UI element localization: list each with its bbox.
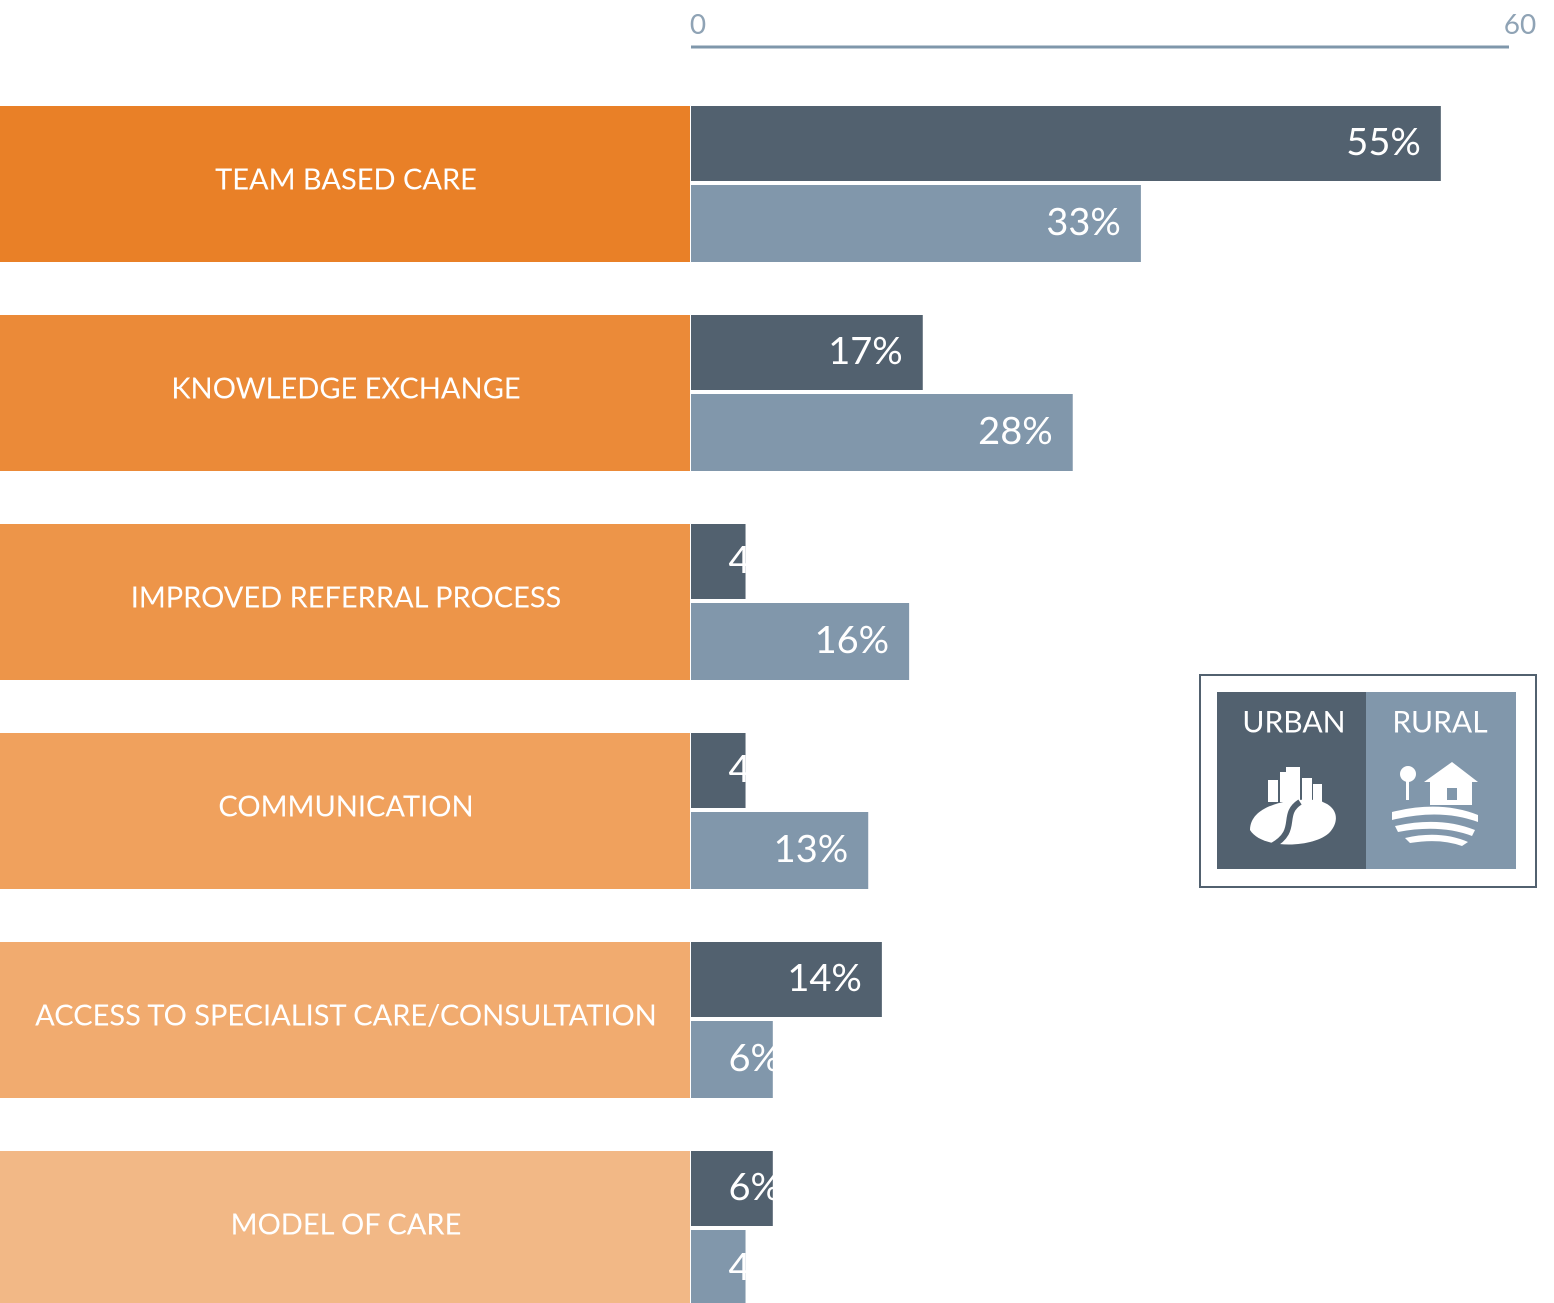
bar	[691, 812, 869, 889]
value-label: 17%	[828, 327, 903, 373]
legend: URBAN RURAL	[1199, 674, 1537, 888]
legend-label: URBAN	[1242, 704, 1345, 740]
value-label: 13%	[774, 825, 849, 871]
bar	[691, 106, 1441, 181]
bar	[691, 394, 1073, 471]
value-label: 33%	[1046, 198, 1121, 244]
bar	[691, 603, 910, 680]
value-label: 6%	[729, 1034, 782, 1080]
category-box	[0, 1151, 690, 1303]
value-label: 55%	[1346, 118, 1421, 164]
x-tick-label: 0	[690, 6, 706, 40]
category-label: MODEL OF CARE	[231, 1206, 462, 1241]
category-label: IMPROVED REFERRAL PROCESS	[131, 579, 562, 614]
category-box	[0, 733, 690, 889]
value-label: 4%	[729, 1243, 782, 1289]
category-box	[0, 106, 690, 262]
category-label: KNOWLEDGE EXCHANGE	[171, 370, 520, 405]
bar	[691, 185, 1141, 262]
category-label: COMMUNICATION	[218, 788, 473, 823]
urban-icon	[1250, 767, 1336, 849]
bar	[691, 1230, 746, 1303]
category-box	[0, 942, 690, 1098]
category-box	[0, 524, 690, 680]
value-label: 28%	[978, 407, 1053, 453]
value-label: 14%	[787, 954, 862, 1000]
bar	[691, 733, 746, 808]
bar	[691, 524, 746, 599]
x-tick-label: 60	[1504, 6, 1536, 40]
bar	[691, 315, 923, 390]
category-label: ACCESS TO SPECIALIST CARE/CONSULTATION	[35, 997, 657, 1032]
value-label: 4%	[729, 745, 782, 791]
bar	[691, 1021, 773, 1098]
value-label: 4%	[729, 536, 782, 582]
legend-label: RURAL	[1392, 704, 1487, 740]
bar	[691, 1151, 773, 1226]
bar	[691, 942, 882, 1017]
value-label: 16%	[815, 616, 890, 662]
rural-icon	[1392, 762, 1478, 846]
value-label: 6%	[729, 1163, 782, 1209]
legend-frame	[1199, 674, 1537, 888]
category-box	[0, 315, 690, 471]
category-label: TEAM BASED CARE	[215, 161, 477, 196]
